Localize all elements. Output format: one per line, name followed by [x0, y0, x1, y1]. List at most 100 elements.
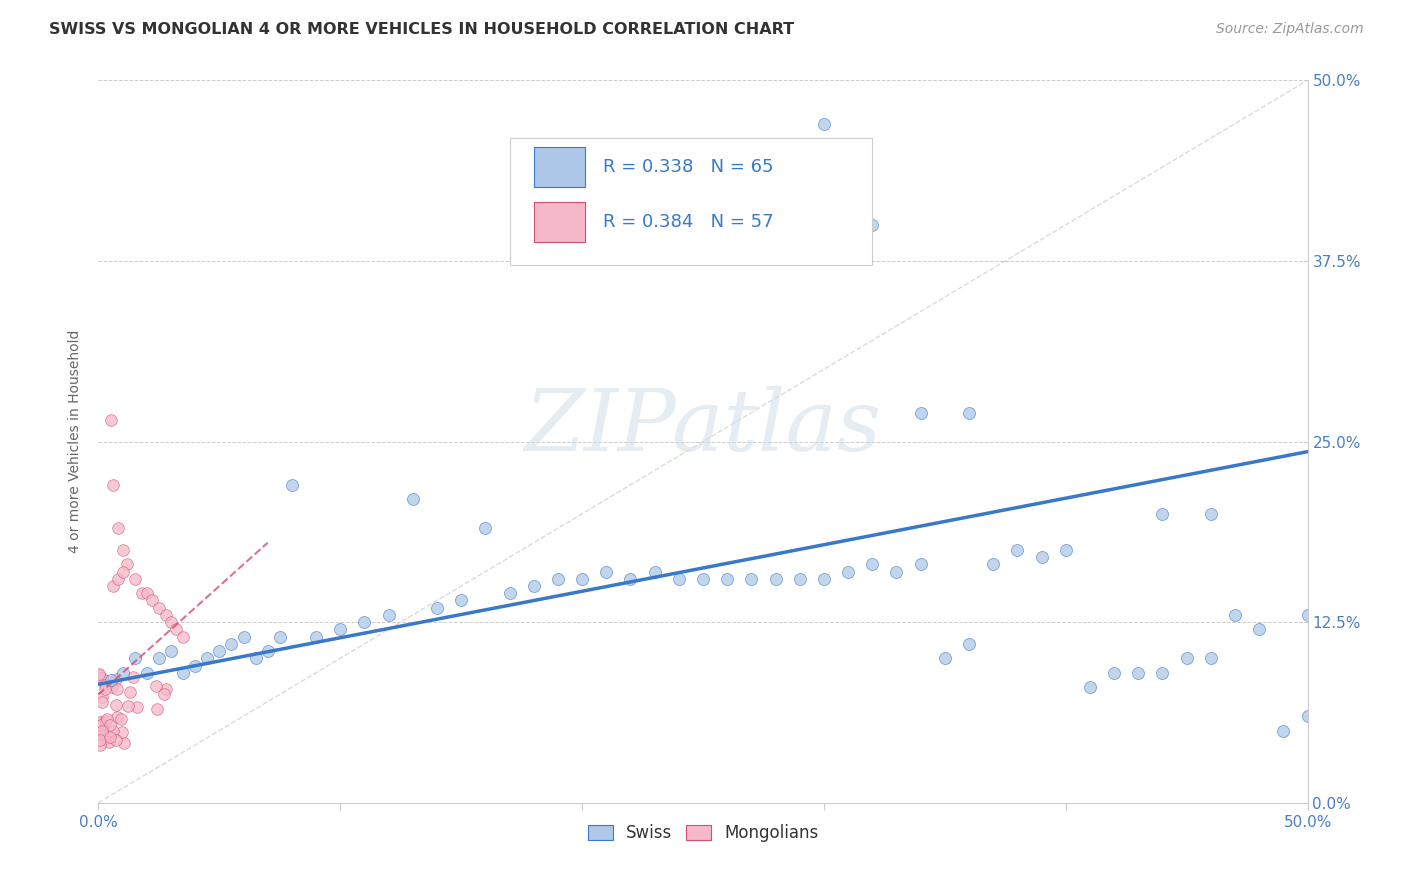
Swiss — [765, 572, 787, 586]
Mongolians — [94, 714, 117, 729]
Mongolians — [152, 687, 174, 701]
Mongolians — [90, 690, 112, 705]
Swiss — [450, 593, 472, 607]
Mongolians — [145, 702, 167, 716]
Swiss — [813, 572, 835, 586]
Swiss — [957, 637, 980, 651]
Swiss — [934, 651, 956, 665]
Swiss — [100, 673, 122, 687]
Mongolians — [135, 586, 157, 600]
Mongolians — [94, 731, 117, 746]
Text: ZIPatlas: ZIPatlas — [524, 385, 882, 468]
Swiss — [571, 572, 593, 586]
Swiss — [305, 630, 328, 644]
Mongolians — [98, 735, 121, 749]
Mongolians — [101, 579, 124, 593]
Mongolians — [105, 710, 128, 724]
Mongolians — [120, 685, 142, 699]
Mongolians — [101, 478, 124, 492]
Mongolians — [105, 698, 128, 713]
Swiss — [789, 572, 811, 586]
Mongolians — [96, 729, 118, 743]
Swiss — [245, 651, 267, 665]
Mongolians — [111, 565, 134, 579]
Swiss — [1007, 542, 1029, 557]
Mongolians — [101, 680, 124, 694]
Swiss — [644, 565, 666, 579]
Mongolians — [101, 723, 124, 738]
Text: Source: ZipAtlas.com: Source: ZipAtlas.com — [1216, 22, 1364, 37]
Swiss — [353, 615, 375, 630]
Mongolians — [91, 723, 114, 738]
Mongolians — [105, 673, 128, 687]
Mongolians — [117, 698, 139, 713]
Swiss — [160, 644, 183, 658]
Swiss — [1054, 542, 1077, 557]
Swiss — [837, 565, 859, 579]
Swiss — [281, 478, 304, 492]
Mongolians — [155, 681, 177, 696]
Swiss — [195, 651, 218, 665]
Swiss — [402, 492, 425, 507]
Swiss — [1296, 709, 1319, 723]
Swiss — [547, 572, 569, 586]
Mongolians — [145, 679, 167, 693]
Mongolians — [141, 593, 163, 607]
Mongolians — [148, 600, 170, 615]
Swiss — [1223, 607, 1246, 622]
Swiss — [1152, 665, 1174, 680]
Swiss — [813, 117, 835, 131]
Swiss — [377, 607, 399, 622]
Mongolians — [98, 730, 121, 744]
Swiss — [619, 572, 641, 586]
Text: SWISS VS MONGOLIAN 4 OR MORE VEHICLES IN HOUSEHOLD CORRELATION CHART: SWISS VS MONGOLIAN 4 OR MORE VEHICLES IN… — [49, 22, 794, 37]
Mongolians — [98, 717, 121, 731]
Mongolians — [89, 715, 111, 730]
Swiss — [135, 665, 157, 680]
Mongolians — [89, 666, 111, 681]
Mongolians — [172, 630, 194, 644]
Mongolians — [90, 718, 112, 732]
Swiss — [1199, 651, 1222, 665]
Mongolians — [89, 738, 111, 752]
Swiss — [269, 630, 291, 644]
Swiss — [860, 218, 883, 232]
Mongolians — [91, 672, 114, 686]
Mongolians — [91, 673, 114, 688]
Swiss — [232, 630, 254, 644]
Swiss — [1296, 607, 1319, 622]
Mongolians — [165, 623, 187, 637]
Mongolians — [94, 682, 117, 697]
Mongolians — [96, 712, 118, 726]
Text: R = 0.384   N = 57: R = 0.384 N = 57 — [603, 212, 773, 231]
Mongolians — [89, 732, 111, 747]
Mongolians — [131, 586, 153, 600]
Mongolians — [155, 607, 177, 622]
Swiss — [1031, 550, 1053, 565]
Mongolians — [87, 668, 110, 682]
Mongolians — [107, 521, 129, 535]
Swiss — [474, 521, 496, 535]
FancyBboxPatch shape — [534, 147, 585, 187]
Mongolians — [94, 678, 117, 692]
Legend: Swiss, Mongolians: Swiss, Mongolians — [581, 817, 825, 848]
Swiss — [124, 651, 146, 665]
Mongolians — [160, 615, 183, 630]
Swiss — [910, 406, 932, 420]
Mongolians — [122, 670, 145, 684]
Mongolians — [105, 682, 128, 697]
Swiss — [111, 665, 134, 680]
Swiss — [716, 572, 738, 586]
Swiss — [910, 558, 932, 572]
Swiss — [957, 406, 980, 420]
Swiss — [172, 665, 194, 680]
Mongolians — [127, 700, 149, 714]
Text: R = 0.338   N = 65: R = 0.338 N = 65 — [603, 158, 773, 176]
Mongolians — [100, 413, 122, 427]
Y-axis label: 4 or more Vehicles in Household: 4 or more Vehicles in Household — [69, 330, 83, 553]
Mongolians — [111, 724, 134, 739]
Swiss — [886, 565, 908, 579]
Swiss — [1152, 507, 1174, 521]
Swiss — [860, 558, 883, 572]
Swiss — [184, 658, 207, 673]
